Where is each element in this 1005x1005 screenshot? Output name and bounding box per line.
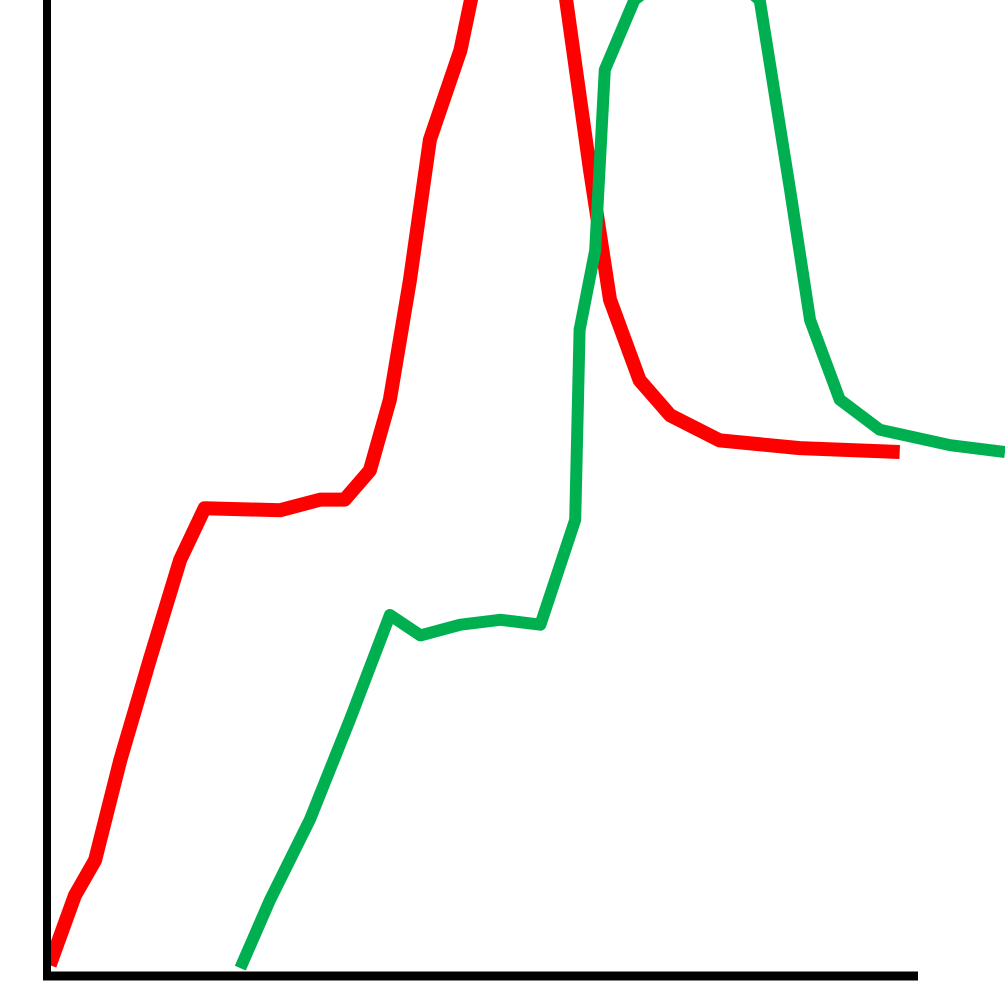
plot-area [43,0,1005,971]
data-line [43,0,900,968]
data-line [234,0,1005,971]
